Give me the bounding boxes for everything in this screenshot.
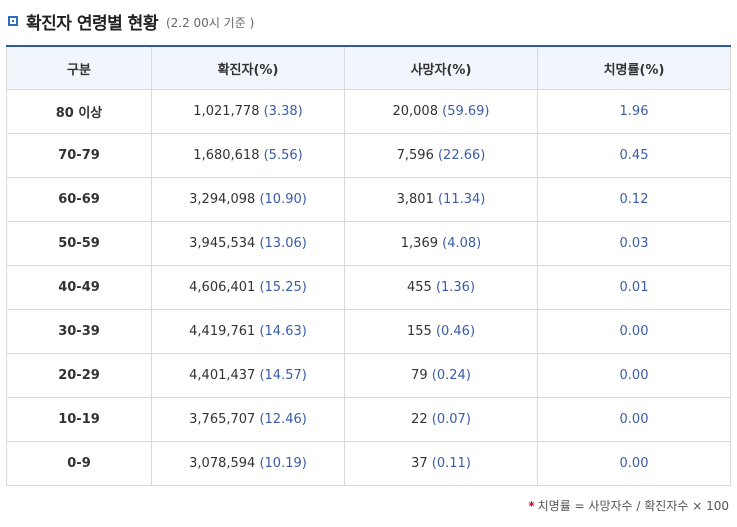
- age-group: 20-29: [6, 353, 152, 398]
- cases-percent: (10.19): [259, 456, 307, 471]
- table-row: 30-39 4,419,761 (14.63) 155 (0.46) 0.00: [6, 309, 731, 354]
- age-group: 0-9: [6, 441, 152, 486]
- cases-cell: 3,765,707 (12.46): [151, 397, 345, 442]
- cases-value: 3,078,594: [189, 456, 256, 471]
- fatality-rate-value: 0.00: [537, 353, 731, 398]
- fatality-rate-value: 0.03: [537, 221, 731, 266]
- deaths-value: 155: [406, 324, 432, 339]
- fatality-rate-value: 0.00: [537, 309, 731, 354]
- footnote-text: 치명률 = 사망자수 / 확진자수 × 100: [537, 499, 729, 513]
- table-row: 0-9 3,078,594 (10.19) 37 (0.11) 0.00: [6, 441, 731, 486]
- deaths-percent: (59.69): [442, 104, 490, 119]
- table-row: 80 이상 1,021,778 (3.38) 20,008 (59.69) 1.96: [6, 89, 731, 134]
- deaths-cell: 1,369 (4.08): [344, 221, 538, 266]
- deaths-percent: (1.36): [435, 280, 476, 295]
- table-row: 20-29 4,401,437 (14.57) 79 (0.24) 0.00: [6, 353, 731, 398]
- cases-value: 4,419,761: [189, 324, 256, 339]
- table-header-row: 구분 확진자(%) 사망자(%) 치명률(%): [6, 45, 731, 90]
- page-subtitle: (2.2 00시 기준 ): [165, 16, 255, 30]
- header-deaths: 사망자(%): [344, 45, 538, 90]
- cases-percent: (13.06): [259, 236, 307, 251]
- deaths-percent: (0.11): [431, 456, 471, 471]
- deaths-percent: (0.46): [435, 324, 476, 339]
- age-group: 60-69: [6, 177, 152, 222]
- deaths-value: 79: [411, 368, 428, 383]
- deaths-value: 37: [411, 456, 428, 471]
- table-row: 70-79 1,680,618 (5.56) 7,596 (22.66) 0.45: [6, 133, 731, 178]
- table-row: 50-59 3,945,534 (13.06) 1,369 (4.08) 0.03: [6, 221, 731, 266]
- cases-percent: (5.56): [263, 148, 303, 163]
- table-row: 10-19 3,765,707 (12.46) 22 (0.07) 0.00: [6, 397, 731, 442]
- age-group: 10-19: [6, 397, 152, 442]
- table-row: 60-69 3,294,098 (10.90) 3,801 (11.34) 0.12: [6, 177, 731, 222]
- cases-percent: (12.46): [259, 412, 307, 427]
- cases-cell: 4,606,401 (15.25): [151, 265, 345, 310]
- cases-cell: 4,419,761 (14.63): [151, 309, 345, 354]
- cases-cell: 3,078,594 (10.19): [151, 441, 345, 486]
- deaths-cell: 79 (0.24): [344, 353, 538, 398]
- cases-cell: 4,401,437 (14.57): [151, 353, 345, 398]
- cases-cell: 1,021,778 (3.38): [151, 89, 345, 134]
- page-title: 확진자 연령별 현황: [26, 13, 158, 34]
- cases-value: 4,606,401: [189, 280, 256, 295]
- cases-percent: (14.63): [259, 324, 307, 339]
- age-group: 80 이상: [6, 89, 152, 134]
- cases-value: 1,680,618: [193, 148, 260, 163]
- deaths-cell: 7,596 (22.66): [344, 133, 538, 178]
- cases-percent: (3.38): [263, 104, 303, 119]
- cases-value: 3,765,707: [189, 412, 256, 427]
- age-stats-table: 구분 확진자(%) 사망자(%) 치명률(%) 80 이상 1,021,778 (…: [6, 45, 731, 486]
- fatality-rate-value: 0.00: [537, 397, 731, 442]
- footnote-star: *: [528, 499, 535, 513]
- deaths-percent: (4.08): [442, 236, 482, 251]
- deaths-value: 20,008: [392, 104, 438, 119]
- age-group: 40-49: [6, 265, 152, 310]
- fatality-rate-value: 0.01: [537, 265, 731, 310]
- cases-value: 1,021,778: [193, 104, 260, 119]
- cases-percent: (10.90): [259, 192, 307, 207]
- deaths-cell: 20,008 (59.69): [344, 89, 538, 134]
- cases-cell: 3,294,098 (10.90): [151, 177, 345, 222]
- deaths-cell: 37 (0.11): [344, 441, 538, 486]
- age-group: 50-59: [6, 221, 152, 266]
- deaths-value: 7,596: [396, 148, 434, 163]
- header-fatality-rate: 치명률(%): [537, 45, 731, 90]
- deaths-value: 1,369: [400, 236, 438, 251]
- deaths-percent: (0.07): [431, 412, 471, 427]
- cases-cell: 3,945,534 (13.06): [151, 221, 345, 266]
- fatality-rate-value: 0.12: [537, 177, 731, 222]
- table-row: 40-49 4,606,401 (15.25) 455 (1.36) 0.01: [6, 265, 731, 310]
- age-group: 70-79: [6, 133, 152, 178]
- deaths-value: 455: [406, 280, 432, 295]
- fatality-rate-value: 0.45: [537, 133, 731, 178]
- section-title: 확진자 연령별 현황 (2.2 00시 기준 ): [8, 9, 255, 34]
- cases-value: 4,401,437: [189, 368, 256, 383]
- cases-percent: (14.57): [259, 368, 307, 383]
- header-cases: 확진자(%): [151, 45, 345, 90]
- deaths-cell: 155 (0.46): [344, 309, 538, 354]
- square-bullet-icon: [8, 16, 18, 26]
- fatality-rate-value: 1.96: [537, 89, 731, 134]
- age-group: 30-39: [6, 309, 152, 354]
- deaths-cell: 455 (1.36): [344, 265, 538, 310]
- deaths-value: 3,801: [396, 192, 434, 207]
- deaths-cell: 22 (0.07): [344, 397, 538, 442]
- deaths-percent: (11.34): [437, 192, 486, 207]
- deaths-percent: (22.66): [437, 148, 486, 163]
- cases-value: 3,294,098: [189, 192, 256, 207]
- cases-cell: 1,680,618 (5.56): [151, 133, 345, 178]
- deaths-value: 22: [411, 412, 428, 427]
- cases-value: 3,945,534: [189, 236, 256, 251]
- footnote: * 치명률 = 사망자수 / 확진자수 × 100: [528, 497, 729, 514]
- deaths-cell: 3,801 (11.34): [344, 177, 538, 222]
- cases-percent: (15.25): [259, 280, 307, 295]
- fatality-rate-value: 0.00: [537, 441, 731, 486]
- header-category: 구분: [6, 45, 152, 90]
- deaths-percent: (0.24): [431, 368, 471, 383]
